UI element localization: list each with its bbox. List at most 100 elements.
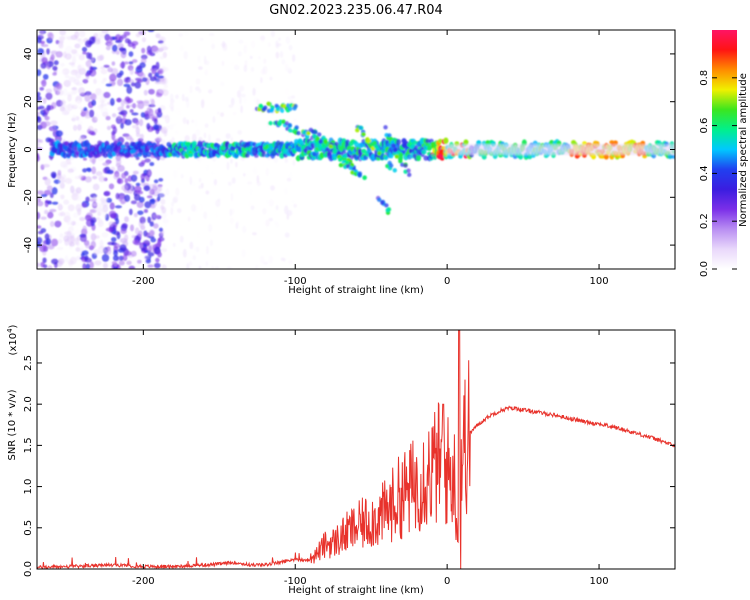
snr-x-tick-label: 0 xyxy=(444,576,450,587)
spectrogram-cell xyxy=(215,138,221,142)
spectrogram-cell xyxy=(131,125,139,129)
spectrogram-y-tick-label: -20 xyxy=(23,189,34,205)
spectrogram-cell xyxy=(49,220,55,227)
spectrogram-cell xyxy=(64,53,72,60)
spectrogram-cell xyxy=(204,69,209,76)
spectrogram-cell xyxy=(190,203,196,212)
spectrogram-cell xyxy=(252,87,256,96)
spectrogram-cell xyxy=(105,248,112,255)
spectrogram-cell xyxy=(258,104,264,109)
spectrogram-cell xyxy=(250,66,255,72)
spectrogram-cell xyxy=(67,168,74,173)
spectrogram-cell xyxy=(210,170,215,176)
spectrogram-cell xyxy=(76,100,82,107)
spectrogram-cell xyxy=(94,37,101,42)
spectrogram-cell xyxy=(43,108,49,115)
spectrogram-cell xyxy=(151,65,157,69)
spectrogram-cell xyxy=(47,105,54,111)
spectrogram-cell xyxy=(383,125,388,130)
spectrogram-cell xyxy=(269,108,274,114)
spectrogram-cell xyxy=(286,131,290,139)
spectrogram-cell xyxy=(242,225,247,234)
spectrogram-cell xyxy=(68,76,76,83)
spectrogram-cell xyxy=(268,255,274,264)
spectrogram-cell xyxy=(54,220,62,228)
snr-y-tick-label: 1.0 xyxy=(23,479,34,495)
spectrogram-cell xyxy=(39,30,44,37)
spectrogram-cell xyxy=(212,116,216,124)
spectrogram-cell xyxy=(40,62,47,69)
spectrogram-cell xyxy=(91,43,98,47)
spectrogram-cell xyxy=(90,72,97,76)
spectrogram-cell xyxy=(337,157,343,162)
spectrogram-cell xyxy=(283,258,286,262)
spectrogram-cell xyxy=(143,89,148,96)
spectrogram-cell xyxy=(37,196,41,203)
spectrogram-cell xyxy=(237,51,243,57)
spectrogram-cell xyxy=(49,208,57,213)
spectrogram-cell xyxy=(60,70,69,76)
spectrogram-cell xyxy=(121,223,128,229)
spectrogram-cell xyxy=(142,77,148,82)
spectrogram-cell xyxy=(251,39,256,49)
spectrogram-cell xyxy=(192,255,197,261)
spectrogram-cell xyxy=(183,50,188,60)
colorbar-tick-label: 0.0 xyxy=(699,261,710,277)
spectrogram-cell xyxy=(124,119,132,126)
spectrogram-cell xyxy=(92,202,99,207)
spectrogram-cell xyxy=(107,67,113,73)
spectrogram-cell xyxy=(140,112,146,118)
spectrogram-cell xyxy=(293,118,298,123)
spectrogram-cell xyxy=(91,99,97,106)
snr-frame xyxy=(36,329,676,570)
spectrogram-cell xyxy=(249,55,253,60)
spectrogram-cell xyxy=(50,120,58,126)
spectrogram-cell xyxy=(198,66,203,70)
snr-panel: -200 -100 0 100 0.0 0.5 1.0 1.5 2.0 2.5 Height o… xyxy=(6,324,676,596)
spectrogram-cell xyxy=(37,230,44,235)
spectrogram-cell xyxy=(44,200,52,204)
spectrogram-cell xyxy=(146,50,153,56)
spectrogram-cell xyxy=(287,96,292,100)
spectrogram-cell xyxy=(37,37,42,44)
spectrogram-cell xyxy=(115,50,120,55)
spectrogram-cell xyxy=(89,65,94,74)
spectrogram-cell xyxy=(64,211,71,220)
spectrogram-cell xyxy=(86,51,91,59)
spectrogram-cell xyxy=(50,171,57,178)
spectrogram-cell xyxy=(172,242,176,247)
spectrogram-cell xyxy=(241,249,246,258)
spectrogram-cell xyxy=(164,118,169,123)
spectrogram-cell xyxy=(392,147,398,153)
spectrogram-cell xyxy=(85,60,92,68)
spectrogram-cell xyxy=(231,177,236,184)
spectrogram-cell xyxy=(246,181,253,185)
spectrogram-cell xyxy=(91,166,97,175)
spectrogram-cell xyxy=(78,106,85,110)
spectrogram-cell xyxy=(240,105,243,114)
spectrogram-cell xyxy=(94,260,102,266)
spectrogram-cell xyxy=(173,196,179,203)
spectrogram-cell xyxy=(75,255,82,261)
spectrogram-cell xyxy=(82,225,88,234)
spectrogram-cell xyxy=(51,238,59,247)
spectrogram-cell xyxy=(157,251,162,258)
spectrogram-cell xyxy=(68,62,75,66)
snr-series-line xyxy=(37,330,675,569)
spectrogram-cell xyxy=(115,218,120,225)
spectrogram-cell xyxy=(97,104,104,110)
spectrogram-cell xyxy=(63,79,71,88)
spectrogram-cell xyxy=(267,42,271,48)
spectrogram-cell xyxy=(44,115,51,121)
spectrogram-cell xyxy=(281,119,286,124)
spectrogram-cell xyxy=(209,239,213,247)
spectrogram-cell xyxy=(43,189,52,196)
spectrogram-cell xyxy=(252,166,258,175)
spectrogram-cell xyxy=(237,130,243,135)
spectrogram-cell xyxy=(64,61,69,70)
spectrogram-x-label: Height of straight line (km) xyxy=(288,285,424,296)
spectrogram-cell xyxy=(205,190,210,195)
spectrogram-cell xyxy=(159,80,167,85)
spectrogram-cell xyxy=(71,56,77,65)
spectrogram-cell xyxy=(90,217,97,224)
